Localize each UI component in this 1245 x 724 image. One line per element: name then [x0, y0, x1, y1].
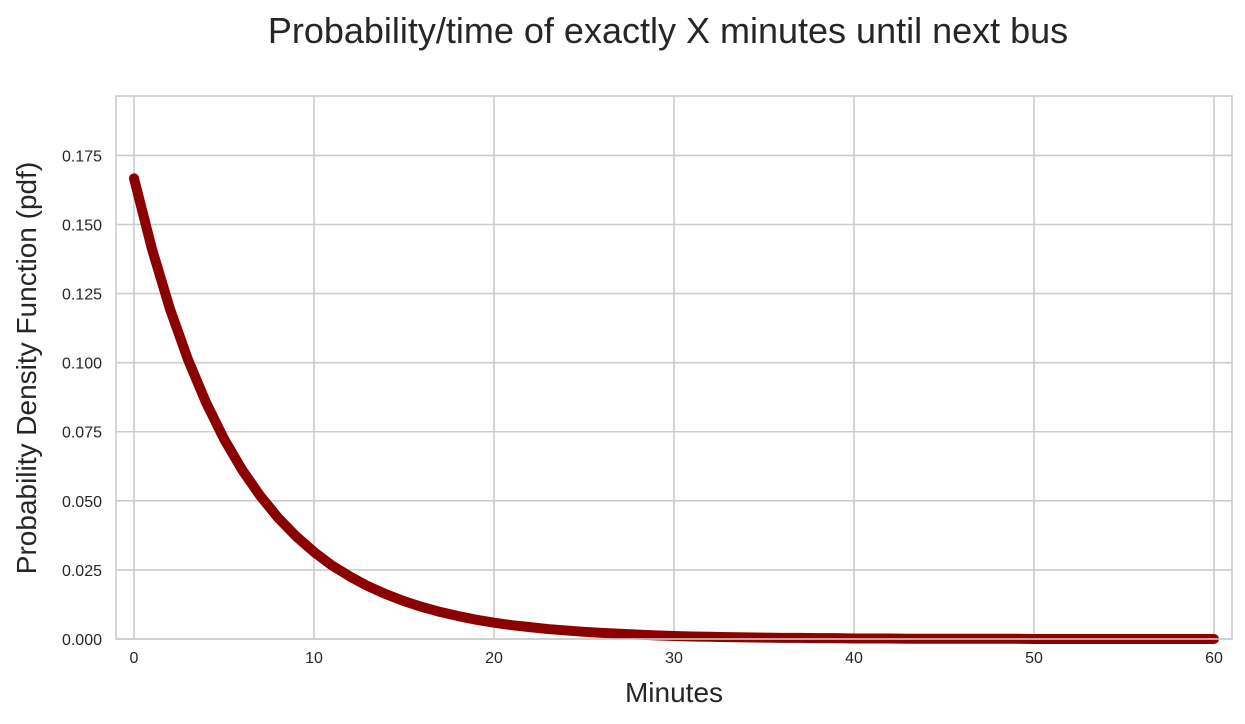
plot-frame: [115, 95, 1233, 640]
x-tick-label: 0: [130, 650, 139, 667]
y-tick-label: 0.150: [62, 217, 102, 234]
y-tick-label: 0.175: [62, 148, 102, 165]
x-tick-label: 20: [485, 650, 503, 667]
y-tick-label: 0.125: [62, 287, 102, 304]
chart-title: Probability/time of exactly X minutes un…: [268, 10, 1068, 51]
y-axis-label: Probability Density Function (pdf): [11, 162, 42, 574]
y-tick-label: 0.000: [62, 632, 102, 649]
y-tick-label: 0.050: [62, 494, 102, 511]
grid: [116, 96, 1232, 640]
x-tick-label: 60: [1205, 650, 1223, 667]
y-tick-label: 0.025: [62, 563, 102, 580]
x-axis-ticks: 0 10 20 30 40 50 60: [130, 650, 1223, 667]
x-tick-label: 40: [845, 650, 863, 667]
x-tick-label: 50: [1025, 650, 1043, 667]
y-tick-label: 0.100: [62, 356, 102, 373]
x-tick-label: 30: [665, 650, 683, 667]
x-tick-label: 10: [305, 650, 323, 667]
x-axis-label: Minutes: [625, 677, 723, 708]
y-axis-ticks: 0.000 0.025 0.050 0.075 0.100 0.125 0.150 0.175: [62, 148, 102, 649]
y-tick-label: 0.075: [62, 425, 102, 442]
